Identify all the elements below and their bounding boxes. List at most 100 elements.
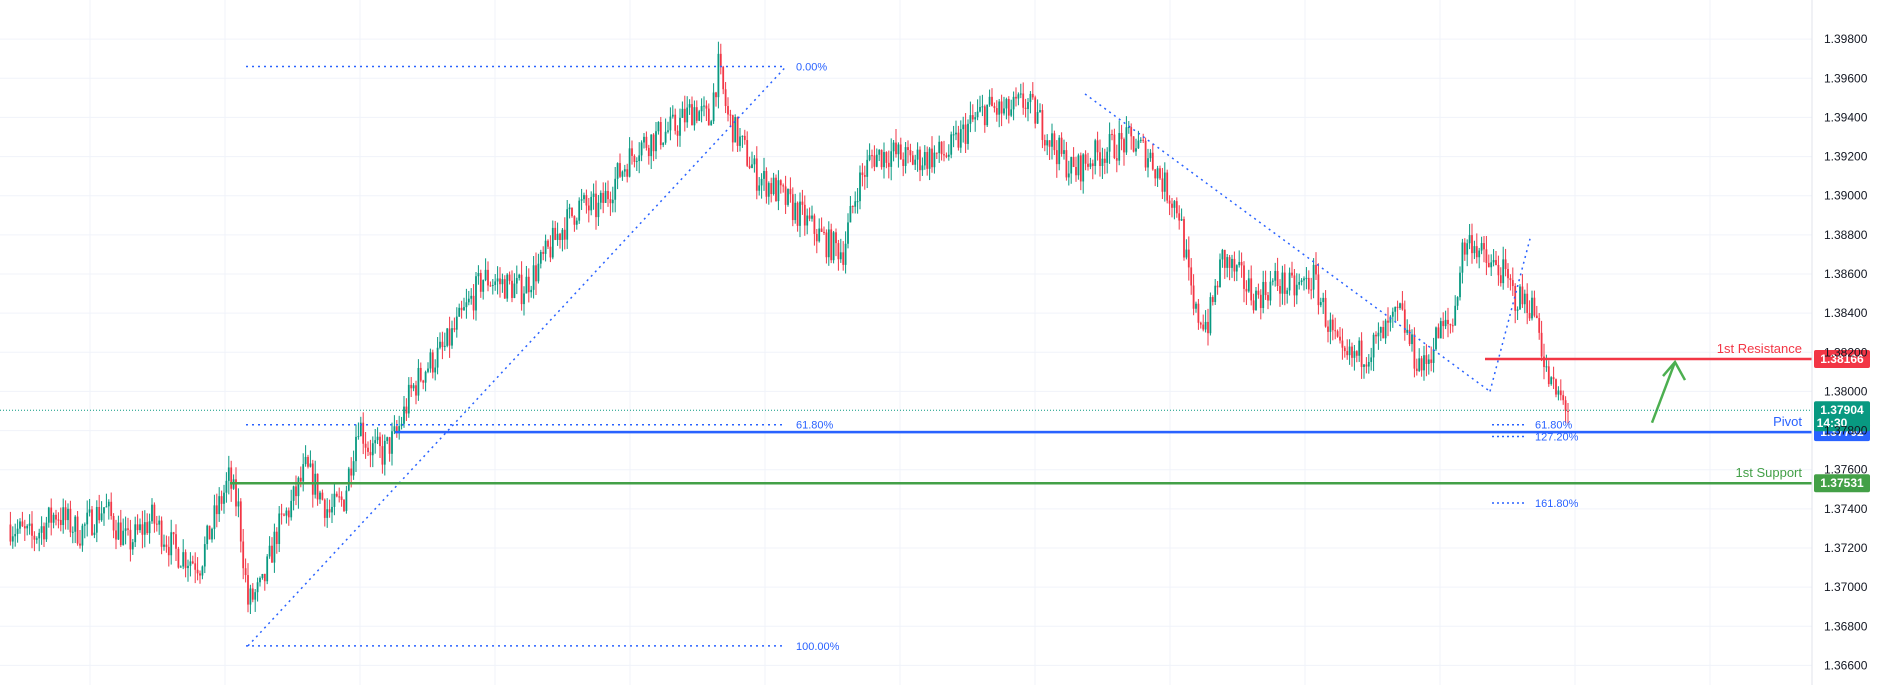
candle-body xyxy=(1243,265,1245,289)
candle-body xyxy=(1063,150,1065,154)
candle-body xyxy=(1528,313,1531,319)
candle-body xyxy=(647,147,650,157)
candle-body xyxy=(1279,286,1281,294)
abcd-line-2 xyxy=(1489,238,1531,392)
candle-body xyxy=(544,240,547,254)
candle-body xyxy=(1209,297,1212,334)
candle-body xyxy=(1363,364,1365,367)
candle-body xyxy=(1370,357,1373,362)
candle-body xyxy=(434,367,437,373)
candle-body xyxy=(1288,272,1291,291)
candle-body xyxy=(1444,319,1447,327)
candle-body xyxy=(309,463,312,467)
candle-body xyxy=(1094,140,1097,166)
candle-body xyxy=(177,548,180,568)
candle-body xyxy=(1375,334,1377,337)
candle-body xyxy=(283,514,285,516)
candle-body xyxy=(866,159,869,177)
candle-body xyxy=(506,274,509,299)
candle-body xyxy=(1298,281,1301,285)
y-tick-label: 1.38000 xyxy=(1824,384,1868,398)
candle-body xyxy=(489,285,492,287)
candle-body xyxy=(52,514,55,523)
candle-body xyxy=(1238,261,1241,266)
candle-body xyxy=(256,582,259,593)
candle-body xyxy=(14,533,17,537)
candle-body xyxy=(357,436,360,438)
candle-body xyxy=(1043,140,1046,146)
level-badge xyxy=(1814,474,1870,493)
y-tick-label: 1.37000 xyxy=(1824,580,1868,594)
level-label: Pivot xyxy=(1773,414,1802,429)
candle-body xyxy=(453,328,456,330)
candle-body xyxy=(537,263,540,282)
candle-body xyxy=(1252,300,1255,311)
candle-body xyxy=(199,573,201,576)
candle-body xyxy=(1120,132,1123,140)
candle-body xyxy=(731,115,734,143)
candle-body xyxy=(1070,157,1073,174)
candle-body xyxy=(62,507,65,526)
candle-body xyxy=(467,298,470,303)
candle-body xyxy=(837,243,840,260)
candle-body xyxy=(1022,93,1025,108)
candle-body xyxy=(700,106,703,112)
candle-body xyxy=(1521,286,1524,305)
candle-body xyxy=(835,232,837,244)
candle-body xyxy=(784,186,787,205)
candle-body xyxy=(1233,258,1236,272)
candle-body xyxy=(191,561,194,564)
candle-body xyxy=(1087,163,1089,167)
y-tick-label: 1.37400 xyxy=(1824,502,1868,516)
candle-body xyxy=(777,180,780,202)
candle-body xyxy=(1223,249,1226,268)
candle-body xyxy=(1415,368,1418,372)
candle-body xyxy=(1202,324,1205,330)
candle-body xyxy=(443,345,446,347)
candle-body xyxy=(926,152,929,169)
candle-body xyxy=(1475,246,1478,258)
candle-body xyxy=(1432,349,1435,363)
candle-body xyxy=(808,215,811,219)
candle-body xyxy=(607,190,609,200)
candle-body xyxy=(16,528,19,534)
candle-body xyxy=(407,384,410,414)
candle-body xyxy=(695,107,698,121)
candle-body xyxy=(355,436,357,462)
candle-body xyxy=(842,252,845,265)
candle-body xyxy=(213,505,216,529)
candle-body xyxy=(976,111,979,118)
candle-body xyxy=(446,328,449,346)
candle-body xyxy=(568,207,571,210)
candle-body xyxy=(688,104,691,108)
candle-body xyxy=(964,124,967,144)
candle-body xyxy=(1207,321,1209,334)
candle-body xyxy=(1168,200,1171,204)
candle-body xyxy=(919,149,921,171)
candle-body xyxy=(1211,297,1214,303)
candle-body xyxy=(1115,158,1118,161)
candle-body xyxy=(698,111,701,121)
candle-body xyxy=(1151,152,1154,170)
candle-body xyxy=(1538,318,1541,333)
candle-body xyxy=(691,104,693,126)
candle-body xyxy=(1389,316,1392,323)
last-price-badge xyxy=(1814,401,1870,432)
candle-body xyxy=(1511,280,1514,287)
candle-body xyxy=(916,149,919,160)
candle-body xyxy=(67,508,69,521)
candle-body xyxy=(1123,139,1125,153)
candle-body xyxy=(470,295,473,299)
candle-body xyxy=(88,509,91,513)
candle-body xyxy=(1048,140,1051,147)
candle-body xyxy=(705,105,708,109)
level-label: 1st Resistance xyxy=(1717,341,1802,356)
y-tick-label: 1.38600 xyxy=(1824,267,1868,281)
candle-body xyxy=(741,135,744,137)
candle-body xyxy=(429,352,432,369)
candle-body xyxy=(287,510,290,518)
candle-body xyxy=(1250,278,1253,301)
candle-body xyxy=(1540,332,1543,357)
candle-body xyxy=(1463,242,1466,255)
